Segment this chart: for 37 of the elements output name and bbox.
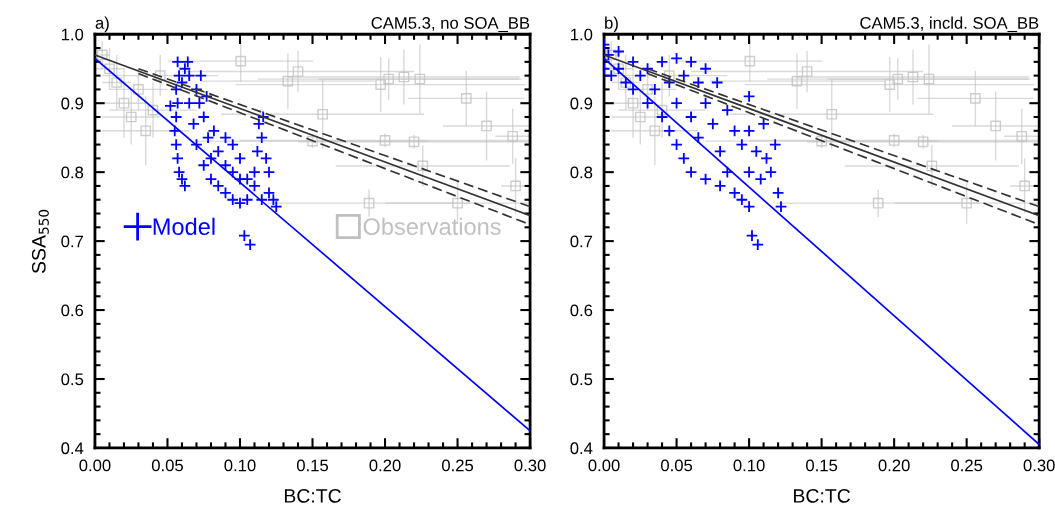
y-tick-label: 0.6 [61, 304, 84, 317]
x-tick-label: 0.30 [1023, 459, 1055, 472]
x-tick-label: 0.15 [806, 459, 838, 472]
y-tick-label: 1.0 [61, 28, 84, 41]
y-tick-label: 0.6 [570, 304, 593, 317]
x-tick-label: 0.15 [296, 459, 329, 472]
x-tick-label: 0.30 [514, 459, 546, 472]
y-tick-label: 0.9 [570, 97, 593, 110]
y-tick-label: 0.5 [61, 373, 84, 386]
chart-subtitle: CAM5.3, incld. SOA_BB [860, 16, 1039, 33]
y-axis-title: SSA$_{550}$ [31, 209, 49, 274]
chart-title: b) [605, 16, 618, 33]
legend-label: Model [153, 217, 215, 236]
y-tick-label: 0.4 [570, 442, 593, 455]
x-tick-label: 0.10 [224, 459, 256, 472]
x-tick-label: 0.20 [369, 459, 401, 472]
x-tick-label: 0.25 [951, 459, 983, 472]
legend-label: Observations [363, 217, 501, 236]
y-tick-label: 1.0 [571, 28, 593, 41]
x-tick-label: 0.00 [588, 459, 620, 472]
y-tick-label: 0.8 [61, 166, 84, 179]
y-tick-label: 0.7 [61, 235, 83, 248]
chart-title: a) [95, 16, 109, 33]
y-tick-label: 0.5 [570, 373, 593, 386]
x-axis-title: BC:TC [284, 489, 341, 503]
x-tick-label: 0.20 [878, 459, 910, 472]
x-tick-label: 0.10 [733, 459, 765, 472]
x-tick-label: 0.00 [79, 459, 111, 472]
y-tick-label: 0.7 [570, 235, 593, 248]
y-tick-label: 0.4 [61, 442, 84, 455]
chart-subtitle: CAM5.3, no SOA_BB [371, 17, 530, 33]
x-tick-label: 0.05 [151, 459, 183, 472]
x-axis-title: BC:TC [794, 489, 851, 503]
x-tick-label: 0.25 [441, 459, 474, 472]
x-tick-label: 0.05 [661, 459, 693, 472]
y-tick-label: 0.8 [570, 166, 593, 179]
y-tick-label: 0.9 [61, 97, 84, 110]
